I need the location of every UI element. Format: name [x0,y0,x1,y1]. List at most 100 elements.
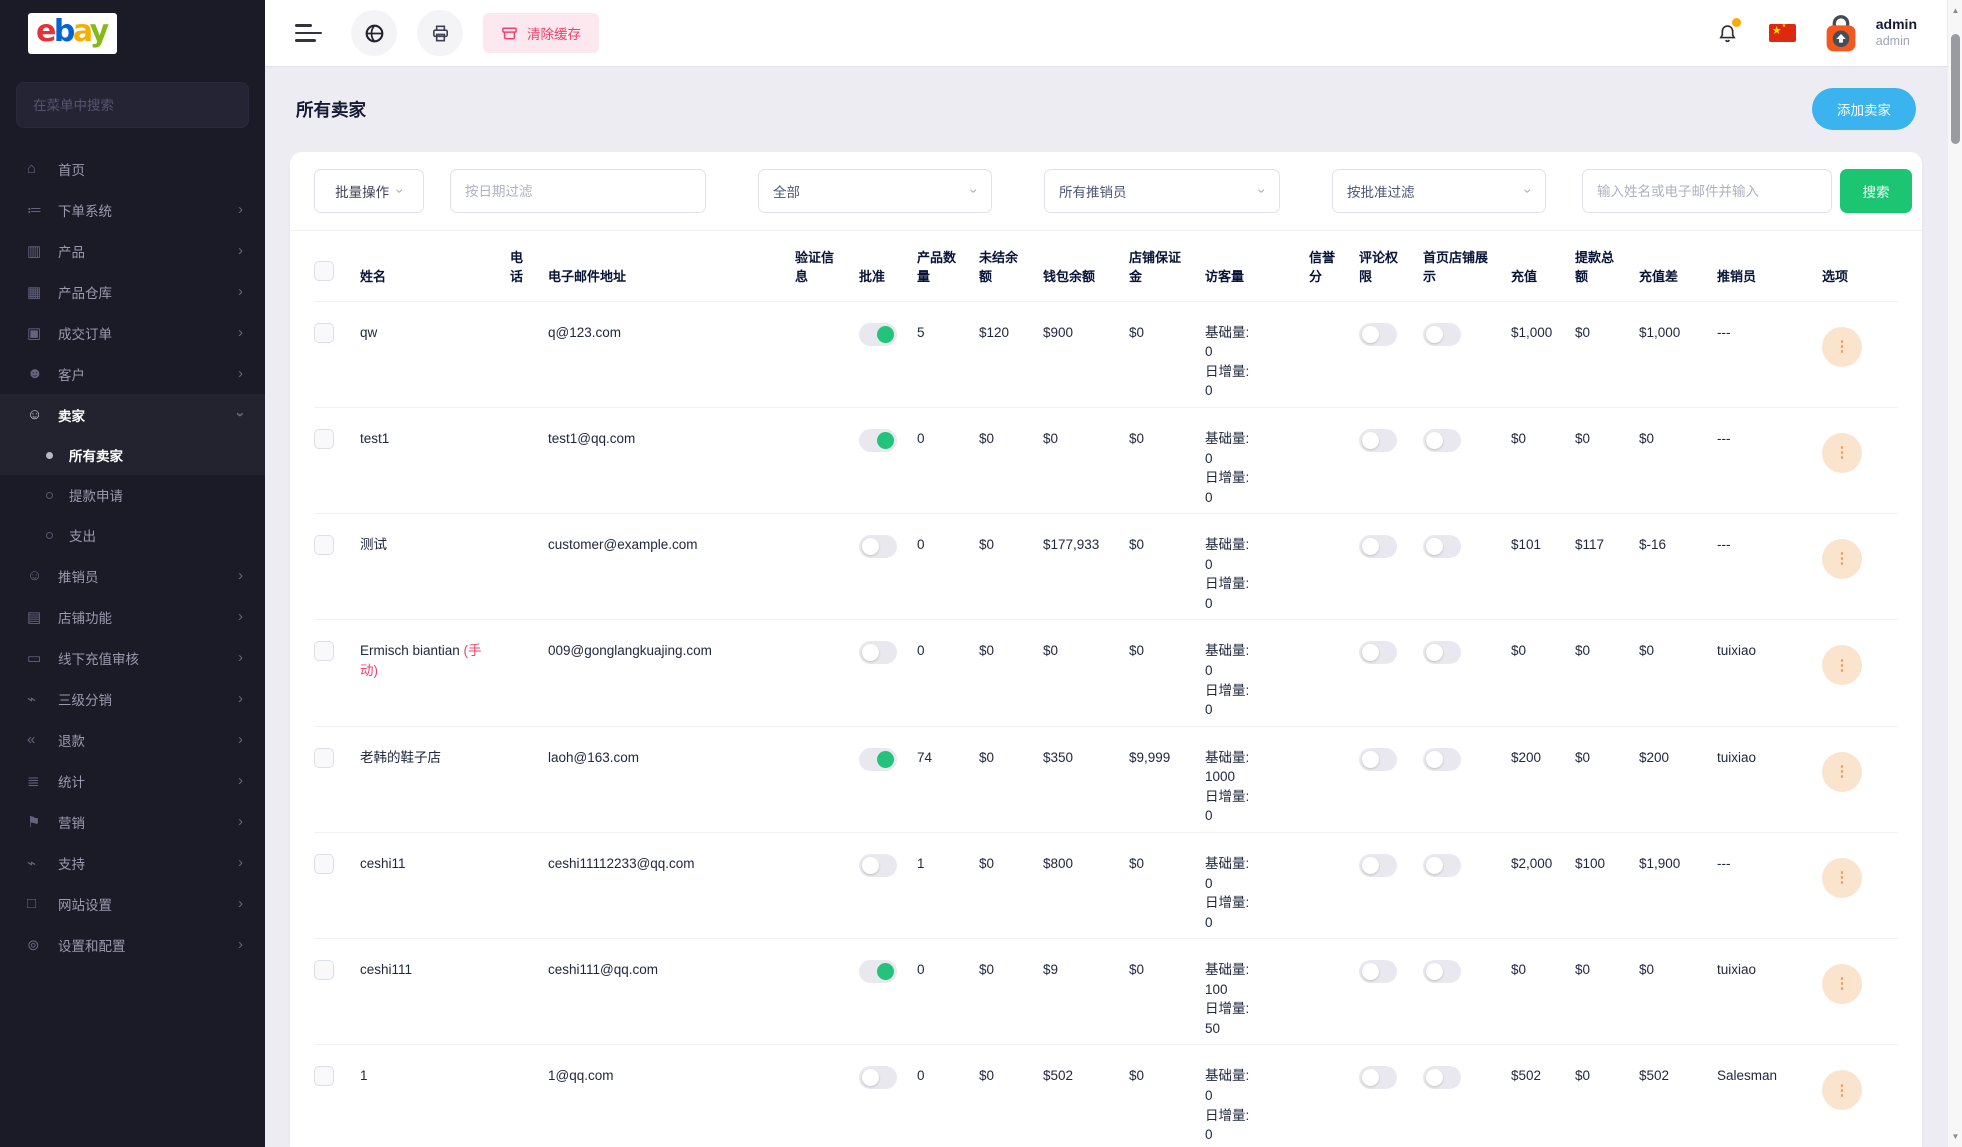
logo[interactable]: ebay [0,0,265,66]
theme-globe-button[interactable] [351,10,397,56]
review-permission-toggle[interactable] [1359,853,1397,877]
home-display-toggle[interactable] [1423,428,1461,452]
sidebar-item-14[interactable]: ⌁ 支持 › [0,842,265,883]
credit-score [1309,726,1359,833]
row-options-button[interactable]: ⋮ [1822,645,1862,686]
row-checkbox[interactable] [314,428,334,449]
home-display-toggle[interactable] [1423,1066,1461,1090]
user-info[interactable]: admin admin [1876,16,1917,49]
approve-toggle[interactable] [859,535,897,559]
approve-toggle[interactable] [859,322,897,346]
sidebar-item-4[interactable]: ▣ 成交订单 › [0,312,265,353]
row-checkbox[interactable] [314,535,334,556]
column-header: 充值差 [1639,231,1717,302]
sidebar-item-6[interactable]: ☺ 卖家 › [0,394,265,435]
sidebar-item-10[interactable]: ⌁ 三级分销 › [0,678,265,719]
seller-name: 老韩的鞋子店 [360,726,510,833]
sidebar-item-3[interactable]: ▦ 产品仓库 › [0,271,265,312]
salesman-name: tuixiao [1717,726,1822,833]
approve-toggle[interactable] [859,1066,897,1090]
sidebar-subitem-6-2[interactable]: 支出 [0,515,265,555]
clear-cache-button[interactable]: 清除缓存 [483,13,599,53]
home-display-toggle[interactable] [1423,535,1461,559]
sidebar-item-0[interactable]: ⌂ 首页 [0,148,265,189]
row-options-button[interactable]: ⋮ [1822,964,1862,1005]
sidebar-item-12[interactable]: ≣ 统计 › [0,760,265,801]
scrollbar-thumb[interactable] [1951,34,1960,144]
credit-score [1309,619,1359,727]
home-display-toggle[interactable] [1423,747,1461,771]
column-header: 电 话 [510,231,548,302]
bulk-action-dropdown[interactable]: 批量操作 › [314,169,424,213]
home-display-toggle[interactable] [1423,641,1461,665]
row-checkbox[interactable] [314,960,334,981]
approval-filter-select[interactable]: 按批准过滤 › [1332,169,1546,213]
sidebar-subitem-label: 提款申请 [69,489,123,504]
add-seller-button[interactable]: 添加卖家 [1812,88,1916,130]
review-permission-toggle[interactable] [1359,535,1397,559]
status-select[interactable]: 全部 › [758,169,992,213]
user-avatar[interactable] [1818,10,1864,56]
scroll-up-arrow-icon[interactable]: ▲ [1951,6,1960,15]
row-checkbox[interactable] [314,1066,334,1087]
sidebar-item-5[interactable]: ☻ 客户 › [0,353,265,394]
bell-icon [1719,24,1736,42]
print-button[interactable] [417,10,463,56]
language-flag-china[interactable]: ★ ★ [1768,23,1796,42]
sidebar-item-9[interactable]: ▭ 线下充值审核 › [0,637,265,678]
row-options-button[interactable]: ⋮ [1822,1070,1862,1111]
row-options-button[interactable]: ⋮ [1822,539,1862,580]
salesman-name: Salesman [1717,1068,1778,1084]
select-all-checkbox[interactable] [314,260,334,281]
sidebar-item-2[interactable]: ▥ 产品 › [0,230,265,271]
menu-toggle-icon[interactable] [295,24,323,42]
scroll-down-arrow-icon[interactable]: ▼ [1951,1132,1960,1141]
sidebar-subitem-6-1[interactable]: 提款申请 [0,475,265,515]
outstanding-balance: $0 [979,832,1043,940]
recharge-diff: $0 [1639,938,1717,1046]
notifications-button[interactable] [1713,18,1743,48]
row-checkbox[interactable] [314,322,334,343]
sidebar-item-11[interactable]: « 退款 › [0,719,265,760]
approve-toggle[interactable] [859,960,897,984]
sidebar-search-input[interactable] [16,82,249,128]
row-options-button[interactable]: ⋮ [1822,857,1862,898]
row-options-button[interactable]: ⋮ [1822,751,1862,792]
home-display-toggle[interactable] [1423,960,1461,984]
recharge-diff: $1,900 [1639,832,1717,940]
sidebar-item-7[interactable]: ☺ 推销员 › [0,555,265,596]
seller-email: test1@qq.com [548,407,795,515]
keyword-input[interactable] [1597,183,1817,199]
review-permission-toggle[interactable] [1359,322,1397,346]
vertical-scrollbar[interactable]: ▲ ▼ [1947,0,1962,1147]
date-filter-input[interactable] [465,183,691,199]
review-permission-toggle[interactable] [1359,428,1397,452]
search-button[interactable]: 搜索 [1840,169,1912,213]
sidebar-item-8[interactable]: ▤ 店铺功能 › [0,596,265,637]
review-permission-toggle[interactable] [1359,1066,1397,1090]
approve-toggle[interactable] [859,747,897,771]
sidebar-item-1[interactable]: ≔ 下单系统 › [0,189,265,230]
row-options-button[interactable]: ⋮ [1822,326,1862,367]
review-permission-toggle[interactable] [1359,641,1397,665]
salesman-name: tuixiao [1717,619,1822,727]
review-permission-toggle[interactable] [1359,747,1397,771]
sidebar-item-13[interactable]: ⚑ 营销 › [0,801,265,842]
approve-toggle[interactable] [859,428,897,452]
seller-email: laoh@163.com [548,726,795,833]
salesman-select[interactable]: 所有推销员 › [1044,169,1280,213]
sidebar-subitem-6-0[interactable]: 所有卖家 [0,435,265,475]
home-display-toggle[interactable] [1423,322,1461,346]
column-header: 提款总 额 [1575,231,1639,302]
wallet-balance: $177,933 [1043,513,1129,621]
row-checkbox[interactable] [314,641,334,662]
approve-toggle[interactable] [859,853,897,877]
review-permission-toggle[interactable] [1359,960,1397,984]
approve-toggle[interactable] [859,641,897,665]
sidebar-item-15[interactable]: □ 网站设置 › [0,883,265,924]
row-options-button[interactable]: ⋮ [1822,432,1862,473]
home-display-toggle[interactable] [1423,853,1461,877]
sidebar-item-16[interactable]: ⊚ 设置和配置 › [0,924,265,965]
row-checkbox[interactable] [314,853,334,874]
row-checkbox[interactable] [314,747,334,768]
